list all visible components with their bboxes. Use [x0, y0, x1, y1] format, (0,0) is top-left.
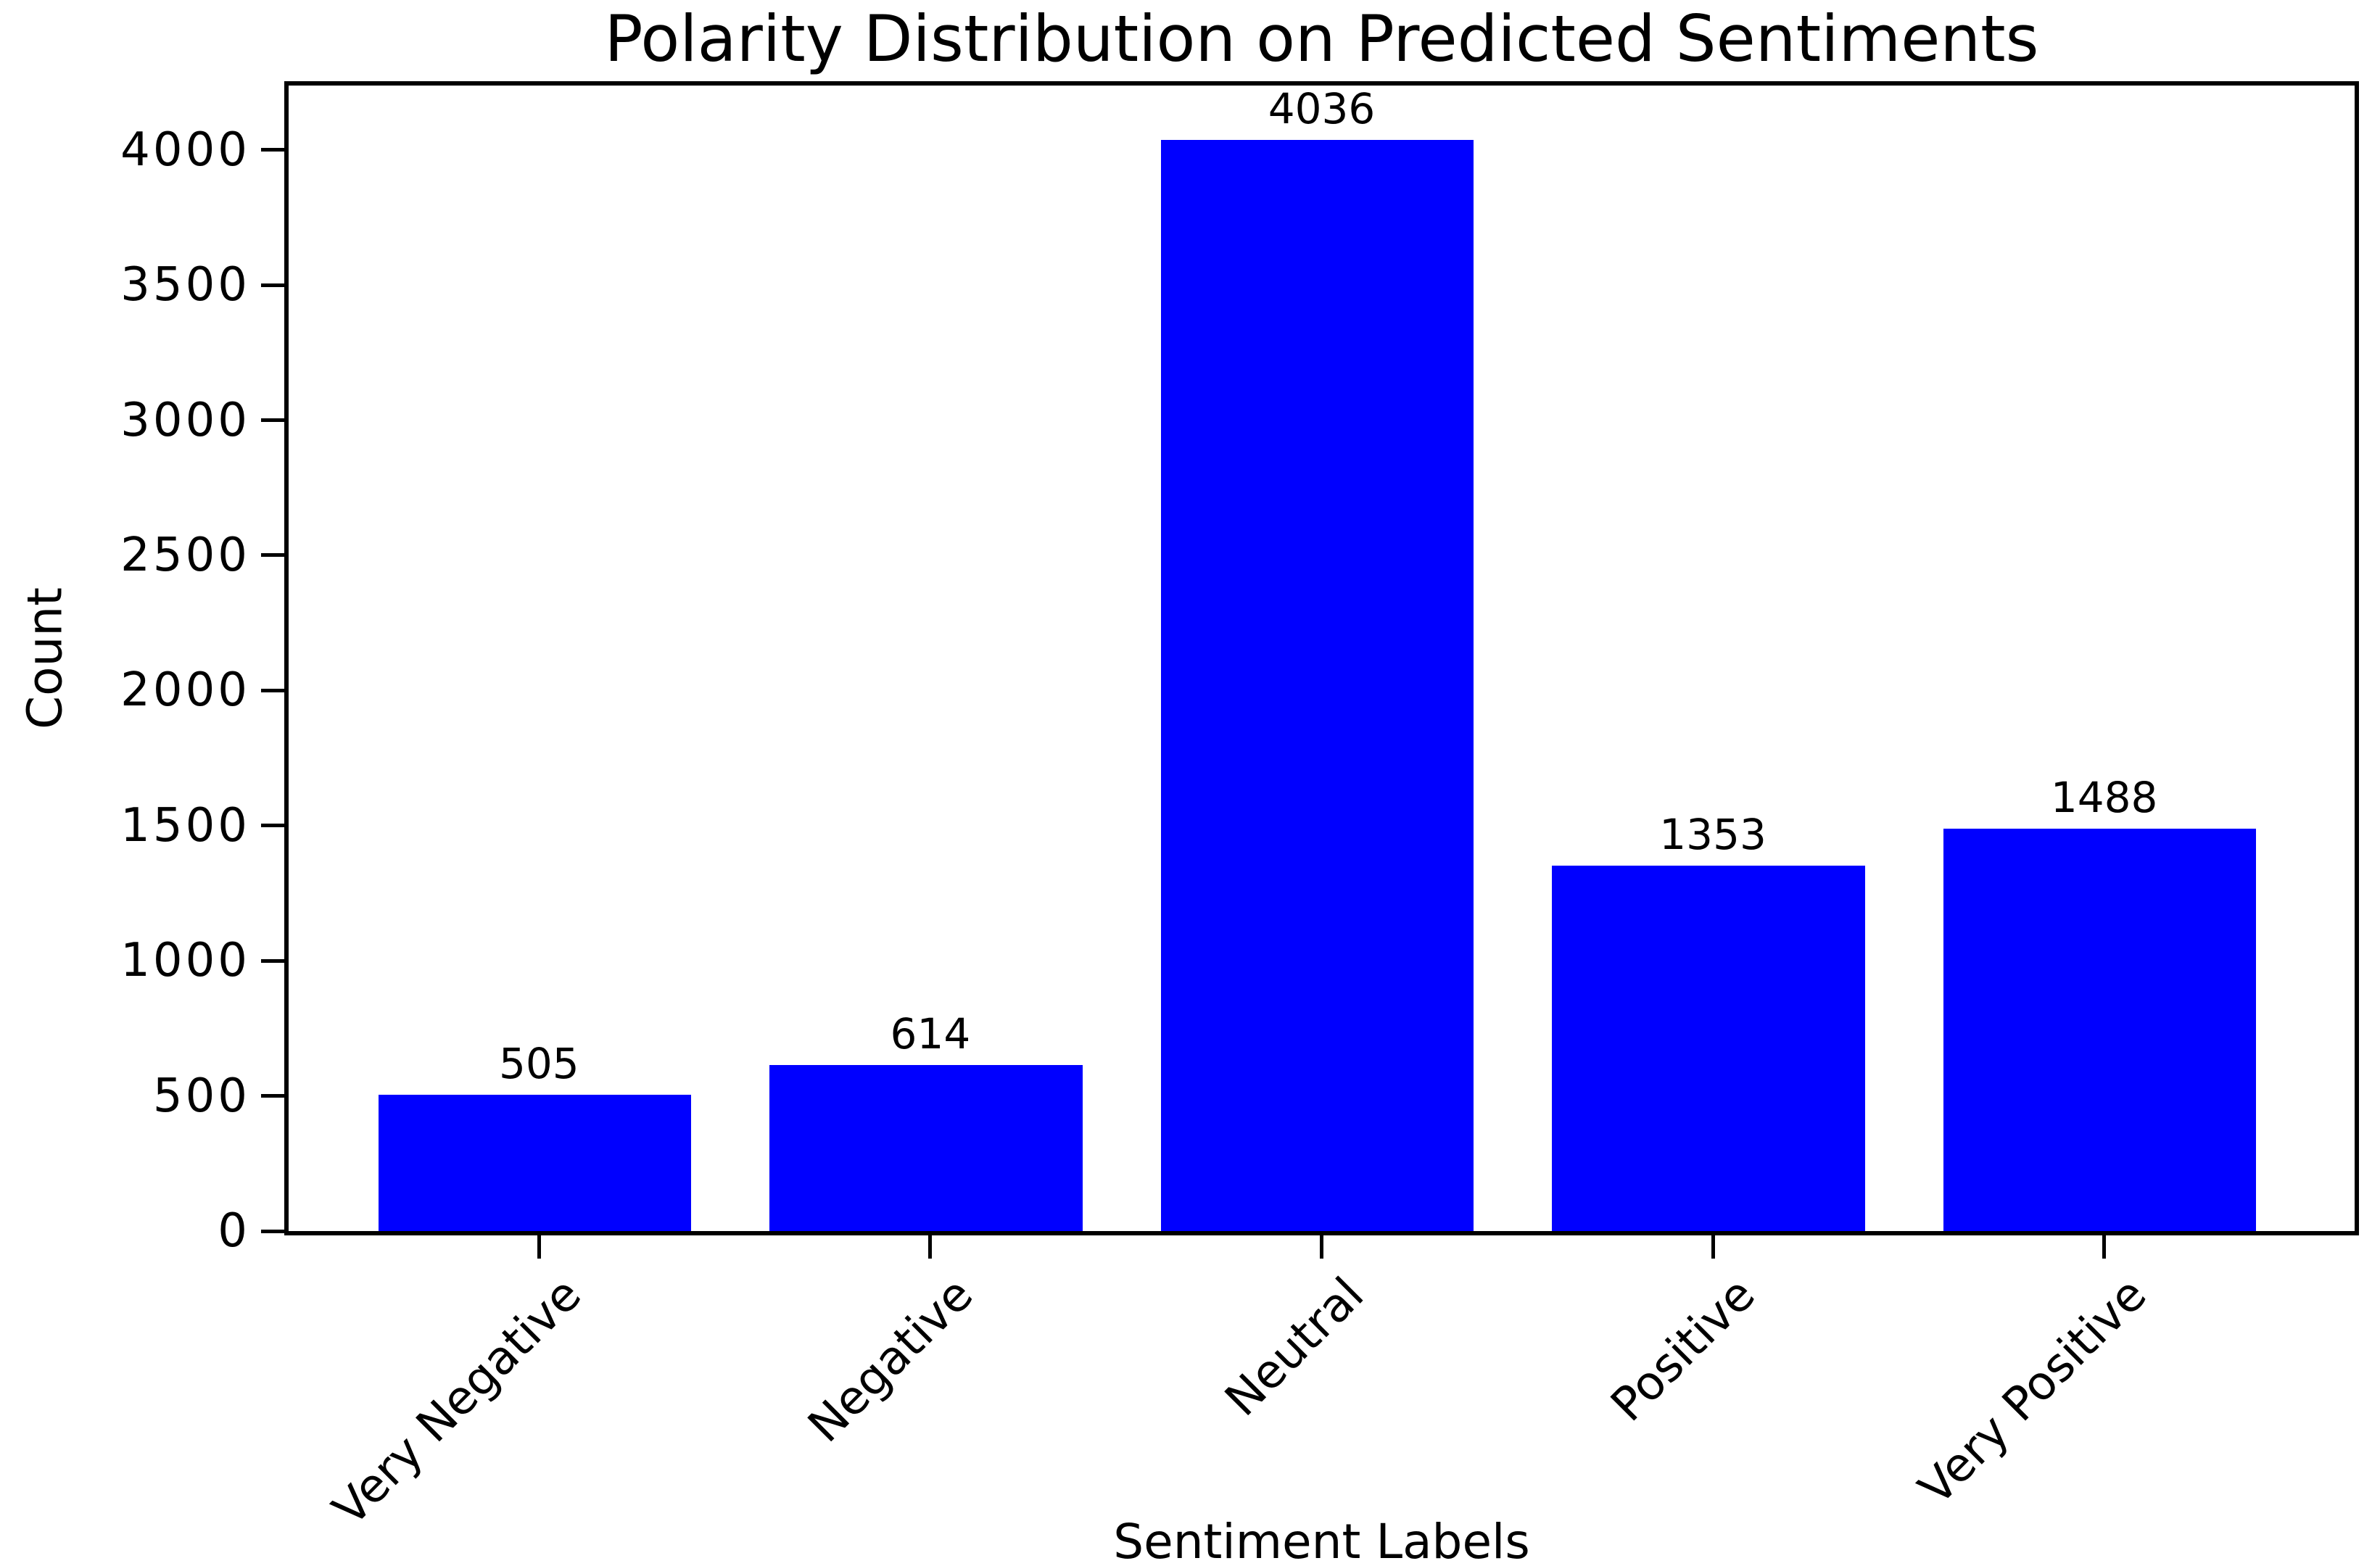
y-tick-mark	[261, 553, 284, 558]
y-tick-label: 2500	[120, 528, 250, 582]
x-tick-mark	[2102, 1235, 2107, 1259]
y-tick-label: 0	[218, 1204, 250, 1258]
chart-title: Polarity Distribution on Predicted Senti…	[604, 1, 2039, 76]
x-tick-mark	[1320, 1235, 1323, 1259]
bar-positive	[1552, 865, 1865, 1231]
y-tick-label: 3000	[120, 393, 250, 447]
bar-value-label-positive: 1353	[1659, 809, 1767, 859]
y-tick-label: 3500	[120, 258, 250, 312]
y-tick-mark	[261, 148, 284, 152]
y-tick-label: 2000	[120, 663, 250, 718]
y-tick-label: 1500	[120, 798, 250, 853]
bar-value-label-negative: 614	[890, 1009, 971, 1059]
y-tick-label: 500	[152, 1069, 250, 1123]
y-tick-mark	[261, 1229, 284, 1233]
bar-value-label-neutral: 4036	[1268, 84, 1376, 134]
x-tick-mark	[1711, 1235, 1715, 1259]
y-tick-mark	[261, 958, 284, 963]
bar-very-negative	[378, 1094, 692, 1231]
y-tick-label: 1000	[120, 934, 250, 988]
x-axis-label: Sentiment Labels	[1113, 1514, 1530, 1566]
y-tick-label: 4000	[120, 123, 250, 177]
y-tick-mark	[261, 1094, 284, 1098]
x-tick-mark	[928, 1235, 933, 1259]
y-tick-mark	[261, 283, 284, 287]
x-tick-mark	[537, 1235, 541, 1259]
plot-area	[284, 81, 2359, 1235]
bar-negative	[769, 1065, 1083, 1231]
y-tick-mark	[261, 688, 284, 692]
bar-neutral	[1160, 140, 1474, 1231]
bar-value-label-very-negative: 505	[498, 1038, 579, 1088]
bar-very-positive	[1943, 829, 2257, 1231]
y-tick-mark	[261, 824, 284, 828]
y-tick-mark	[261, 418, 284, 423]
bar-value-label-very-positive: 1488	[2050, 773, 2158, 823]
